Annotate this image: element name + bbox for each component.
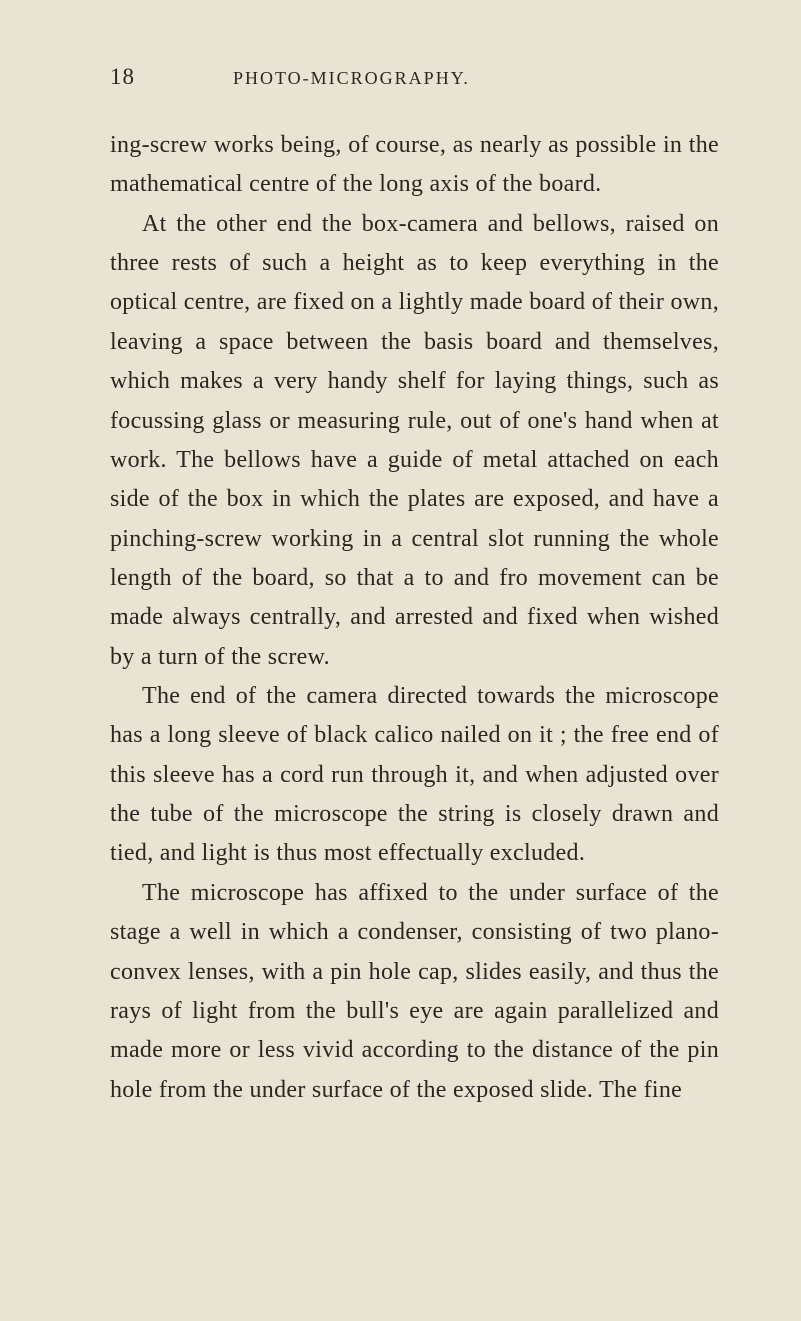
book-page: 18 PHOTO-MICROGRAPHY. ing-screw works be… bbox=[0, 0, 801, 1170]
paragraph-4: The microscope has affixed to the under … bbox=[110, 874, 719, 1110]
page-header: 18 PHOTO-MICROGRAPHY. bbox=[110, 64, 719, 90]
body-text: ing-screw works being, of course, as nea… bbox=[110, 126, 719, 1110]
header-title: PHOTO-MICROGRAPHY. bbox=[233, 68, 470, 89]
paragraph-2: At the other end the box-camera and bell… bbox=[110, 205, 719, 677]
page-number: 18 bbox=[110, 64, 135, 90]
paragraph-3: The end of the camera directed towards t… bbox=[110, 677, 719, 874]
paragraph-1: ing-screw works being, of course, as nea… bbox=[110, 126, 719, 205]
